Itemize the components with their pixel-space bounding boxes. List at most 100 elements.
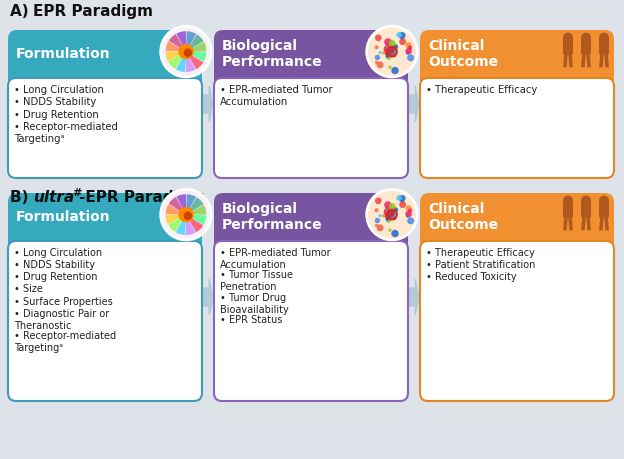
Circle shape — [378, 214, 382, 217]
Circle shape — [408, 45, 412, 50]
Circle shape — [399, 38, 406, 45]
Text: A): A) — [10, 4, 34, 19]
FancyBboxPatch shape — [420, 78, 614, 178]
Wedge shape — [176, 51, 186, 72]
Circle shape — [388, 46, 394, 53]
Wedge shape — [177, 194, 186, 215]
Wedge shape — [168, 197, 186, 215]
Circle shape — [393, 45, 398, 50]
Text: • Size: • Size — [14, 285, 43, 295]
Wedge shape — [176, 215, 186, 235]
Circle shape — [384, 209, 389, 215]
Circle shape — [388, 52, 391, 56]
Text: • Reduced Toxicity: • Reduced Toxicity — [426, 272, 517, 282]
Text: • Tumor Tissue
Penetration: • Tumor Tissue Penetration — [220, 270, 293, 292]
Text: Biological
Performance: Biological Performance — [222, 202, 323, 232]
Wedge shape — [186, 34, 203, 51]
Wedge shape — [168, 215, 186, 232]
Wedge shape — [186, 215, 195, 235]
Text: • Therapeutic Efficacy: • Therapeutic Efficacy — [426, 85, 537, 95]
Circle shape — [183, 212, 192, 220]
Circle shape — [393, 207, 398, 213]
FancyBboxPatch shape — [420, 241, 614, 401]
Circle shape — [386, 42, 393, 49]
Text: Formulation: Formulation — [16, 210, 110, 224]
Circle shape — [389, 48, 396, 54]
Circle shape — [378, 51, 382, 54]
Wedge shape — [186, 215, 203, 232]
Circle shape — [390, 48, 394, 52]
Text: • Patient Stratification: • Patient Stratification — [426, 260, 535, 270]
Circle shape — [375, 197, 382, 204]
Circle shape — [407, 54, 414, 62]
FancyBboxPatch shape — [420, 193, 614, 401]
Text: -EPR Paradigm: -EPR Paradigm — [79, 190, 205, 205]
Text: • Long Circulation: • Long Circulation — [14, 85, 104, 95]
Circle shape — [388, 51, 391, 56]
Circle shape — [368, 28, 416, 76]
Text: Biological
Performance: Biological Performance — [222, 39, 323, 69]
Wedge shape — [186, 197, 203, 215]
FancyBboxPatch shape — [214, 193, 408, 401]
Circle shape — [382, 51, 385, 55]
Wedge shape — [186, 205, 207, 215]
Text: • EPR-mediated Tumor
Accumulation: • EPR-mediated Tumor Accumulation — [220, 85, 333, 107]
Circle shape — [375, 224, 378, 227]
FancyBboxPatch shape — [214, 30, 408, 178]
Circle shape — [178, 207, 193, 222]
Circle shape — [390, 212, 394, 216]
Circle shape — [387, 48, 392, 53]
Circle shape — [390, 50, 394, 54]
Wedge shape — [186, 31, 196, 51]
Wedge shape — [186, 215, 207, 225]
Circle shape — [390, 48, 394, 53]
Wedge shape — [168, 51, 186, 69]
FancyBboxPatch shape — [8, 193, 202, 401]
Circle shape — [386, 207, 391, 213]
Circle shape — [162, 190, 210, 239]
Circle shape — [389, 211, 396, 217]
Polygon shape — [409, 279, 419, 315]
Wedge shape — [186, 42, 207, 51]
Text: • Tumor Drug
Bioavailability: • Tumor Drug Bioavailability — [220, 292, 289, 314]
Text: • Long Circulation: • Long Circulation — [14, 248, 102, 258]
Circle shape — [384, 46, 389, 52]
Wedge shape — [165, 215, 186, 224]
Circle shape — [401, 200, 404, 204]
Wedge shape — [168, 34, 186, 51]
Text: • NDDS Stability: • NDDS Stability — [14, 260, 95, 270]
FancyBboxPatch shape — [8, 241, 202, 401]
Text: • Receptor-mediated
Targetingᵃ: • Receptor-mediated Targetingᵃ — [14, 122, 118, 144]
Circle shape — [389, 40, 396, 47]
Circle shape — [399, 195, 406, 202]
Wedge shape — [186, 194, 196, 215]
FancyBboxPatch shape — [599, 202, 609, 218]
Circle shape — [392, 216, 396, 220]
Circle shape — [160, 26, 212, 78]
Circle shape — [387, 211, 392, 217]
Circle shape — [408, 208, 412, 213]
Wedge shape — [186, 51, 203, 69]
Circle shape — [407, 217, 414, 224]
Circle shape — [386, 54, 391, 60]
Circle shape — [384, 202, 392, 209]
Circle shape — [384, 212, 392, 219]
Text: Clinical
Outcome: Clinical Outcome — [428, 202, 498, 232]
Text: B): B) — [10, 190, 34, 205]
Text: #: # — [72, 188, 81, 198]
Circle shape — [384, 45, 391, 51]
Circle shape — [386, 205, 393, 212]
Circle shape — [375, 61, 378, 64]
Circle shape — [162, 28, 210, 76]
Circle shape — [399, 32, 406, 39]
Wedge shape — [165, 41, 186, 51]
Text: • Therapeutic Efficacy: • Therapeutic Efficacy — [426, 248, 535, 258]
Circle shape — [581, 33, 591, 43]
Wedge shape — [165, 51, 186, 61]
Polygon shape — [203, 279, 213, 315]
Circle shape — [599, 196, 609, 206]
Text: • Drug Retention: • Drug Retention — [14, 110, 99, 120]
Circle shape — [374, 208, 379, 212]
Circle shape — [563, 33, 573, 43]
Circle shape — [392, 206, 397, 212]
